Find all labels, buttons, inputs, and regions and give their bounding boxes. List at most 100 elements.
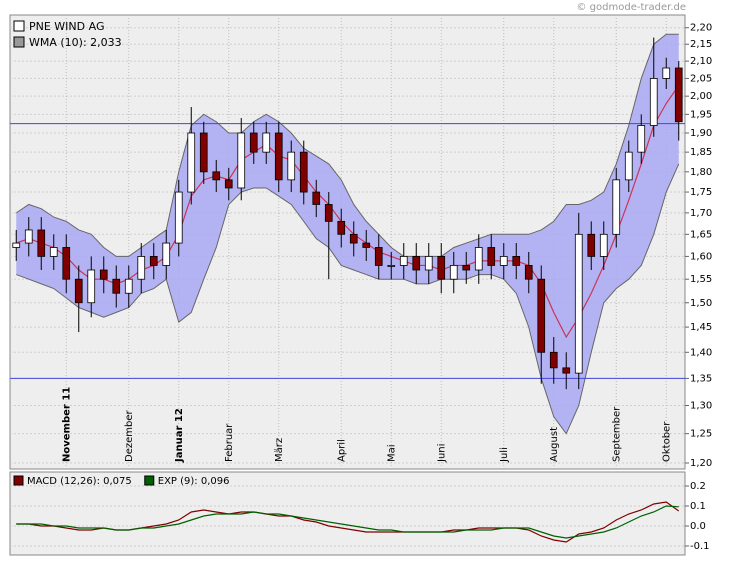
x-tick-label: Juni	[436, 444, 447, 463]
y-tick-label: 1,85	[690, 147, 712, 158]
candle-body	[549, 351, 558, 369]
price-panel: 1,20 1,25 1,30 1,35 1,40 1,45 1,50 1,55 1,60 1,65…	[9, 14, 712, 470]
y-tick-label: 1,45	[690, 322, 712, 333]
y-tick-label: 0.0	[690, 521, 706, 532]
candle-body	[249, 132, 258, 153]
candle-body	[224, 179, 233, 189]
x-tick-label: April	[336, 439, 347, 462]
candle-body	[237, 132, 246, 189]
x-tick-label: Mai	[386, 444, 397, 462]
candle-body	[487, 247, 496, 266]
y-tick-label: 2,20	[690, 23, 712, 34]
y-tick-label: 1,50	[690, 298, 712, 309]
x-tick-label: Dezember	[124, 410, 135, 462]
candle-body	[524, 265, 533, 280]
y-tick-label: 1,75	[690, 187, 712, 198]
y-tick-label: 1,55	[690, 274, 712, 285]
candle-body	[624, 151, 633, 181]
candle-body	[637, 125, 646, 153]
candle-body	[112, 278, 121, 294]
candle-body	[399, 256, 408, 266]
candle-body	[87, 269, 96, 304]
x-tick-label: November 11	[61, 387, 72, 462]
candle-body	[74, 278, 83, 304]
candle-body	[349, 233, 358, 244]
x-tick-label: August	[549, 427, 560, 462]
y-tick-label: 1,35	[690, 373, 712, 384]
source: © godmode-trader.de	[577, 2, 687, 13]
x-tick-label: September	[611, 406, 622, 462]
legend-box	[13, 36, 25, 48]
band-lower	[16, 163, 680, 435]
x-tick-label: Oktober	[661, 421, 672, 462]
y-tick-label: 2,15	[690, 39, 712, 50]
candle-body	[562, 367, 571, 374]
candle-body	[424, 256, 433, 271]
candle-body	[187, 132, 196, 193]
candle-body	[149, 256, 158, 266]
candle-body	[374, 247, 383, 266]
candle-body	[499, 256, 508, 266]
y-tick-label: 2,00	[690, 91, 712, 102]
y-tick-label: 1,90	[690, 128, 712, 139]
candle-body	[174, 191, 183, 244]
candle-body	[362, 242, 371, 248]
candle-body	[199, 132, 208, 173]
y-tick-label: 1,65	[690, 229, 712, 240]
legend-label: MACD (12,26): 0,075	[27, 476, 132, 487]
y-tick-label: 1,20	[690, 458, 712, 469]
x-tick-label: Juli	[499, 447, 510, 463]
y-tick-label: 1,25	[690, 429, 712, 440]
y-tick-label: 1,30	[690, 401, 712, 412]
legend-label: PNE WIND AG	[29, 20, 104, 33]
macd-panel: -0.1 0.0 0.1 0.2 MACD (12,26): 0,075 EXP (9):…	[9, 471, 710, 556]
y-tick-label: 2,05	[690, 73, 712, 84]
candle-body	[299, 151, 308, 193]
candle-body	[287, 151, 296, 181]
legend-box	[13, 475, 24, 486]
y-tick-label: 1,40	[690, 347, 712, 358]
y-tick-label: 1,60	[690, 251, 712, 262]
candle-body	[587, 233, 596, 257]
candle-body	[124, 278, 133, 294]
candle-body	[387, 265, 396, 267]
candle-body	[537, 278, 546, 353]
candle-body	[162, 242, 171, 266]
candle-body	[512, 256, 521, 266]
bollinger-band	[16, 34, 679, 434]
y-tick-label: 1,70	[690, 208, 712, 219]
candle-body	[412, 256, 421, 271]
x-tick-label: Februar	[224, 423, 235, 462]
candle-body	[37, 229, 46, 257]
y-tick-label: 2,10	[690, 56, 712, 67]
x-tick-label: Januar 12	[174, 408, 185, 463]
candle-body	[99, 269, 108, 280]
candle-body	[62, 247, 71, 280]
candle-body	[137, 256, 146, 280]
candle-body	[49, 247, 58, 257]
candle-body	[649, 78, 658, 126]
candle-body	[474, 247, 483, 271]
candle-body	[449, 265, 458, 280]
band-upper	[15, 33, 679, 257]
legend-label: WMA (10): 2,033	[29, 36, 122, 49]
candle-body	[599, 233, 608, 257]
legend-label: EXP (9): 0,096	[158, 476, 230, 487]
y-tick-label: -0.1	[690, 541, 710, 552]
candle-body	[337, 220, 346, 235]
y-tick-label: 1,80	[690, 167, 712, 178]
candle-body	[212, 171, 221, 181]
candle-body	[574, 233, 583, 374]
candle-body	[674, 67, 683, 123]
candle-body	[12, 242, 21, 248]
candle-body	[462, 265, 471, 271]
candle-body	[24, 229, 33, 244]
candle-body	[324, 204, 333, 222]
candle-body	[262, 132, 271, 153]
y-tick-label: 0.2	[690, 481, 706, 492]
legend-box	[144, 475, 155, 486]
candle-body	[662, 67, 671, 79]
x-tick-label: März	[274, 438, 285, 462]
candle-body	[612, 179, 621, 235]
